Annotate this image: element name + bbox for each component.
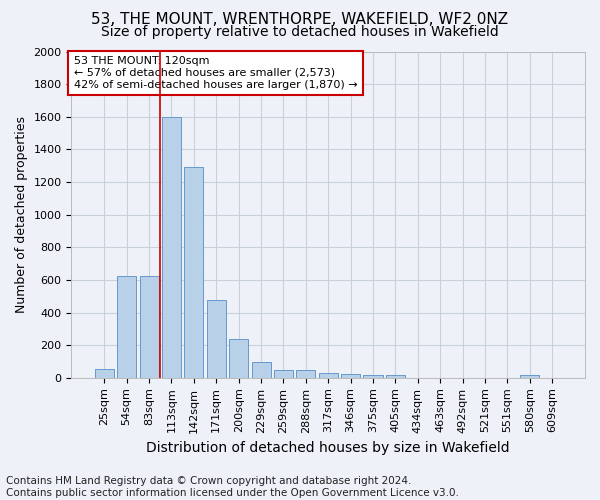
Bar [117, 276, 136, 378]
Bar [520, 374, 539, 378]
Bar [162, 117, 181, 378]
Bar [207, 300, 226, 378]
Bar [386, 376, 405, 378]
Bar [251, 362, 271, 378]
X-axis label: Distribution of detached houses by size in Wakefield: Distribution of detached houses by size … [146, 441, 510, 455]
Bar [184, 168, 203, 378]
Bar [229, 338, 248, 378]
Bar [140, 276, 158, 378]
Text: 53, THE MOUNT, WRENTHORPE, WAKEFIELD, WF2 0NZ: 53, THE MOUNT, WRENTHORPE, WAKEFIELD, WF… [91, 12, 509, 28]
Bar [296, 370, 316, 378]
Text: 53 THE MOUNT: 120sqm
← 57% of detached houses are smaller (2,573)
42% of semi-de: 53 THE MOUNT: 120sqm ← 57% of detached h… [74, 56, 358, 90]
Bar [341, 374, 360, 378]
Bar [364, 374, 383, 378]
Bar [95, 369, 114, 378]
Y-axis label: Number of detached properties: Number of detached properties [15, 116, 28, 313]
Bar [274, 370, 293, 378]
Text: Size of property relative to detached houses in Wakefield: Size of property relative to detached ho… [101, 25, 499, 39]
Bar [319, 373, 338, 378]
Text: Contains HM Land Registry data © Crown copyright and database right 2024.
Contai: Contains HM Land Registry data © Crown c… [6, 476, 459, 498]
